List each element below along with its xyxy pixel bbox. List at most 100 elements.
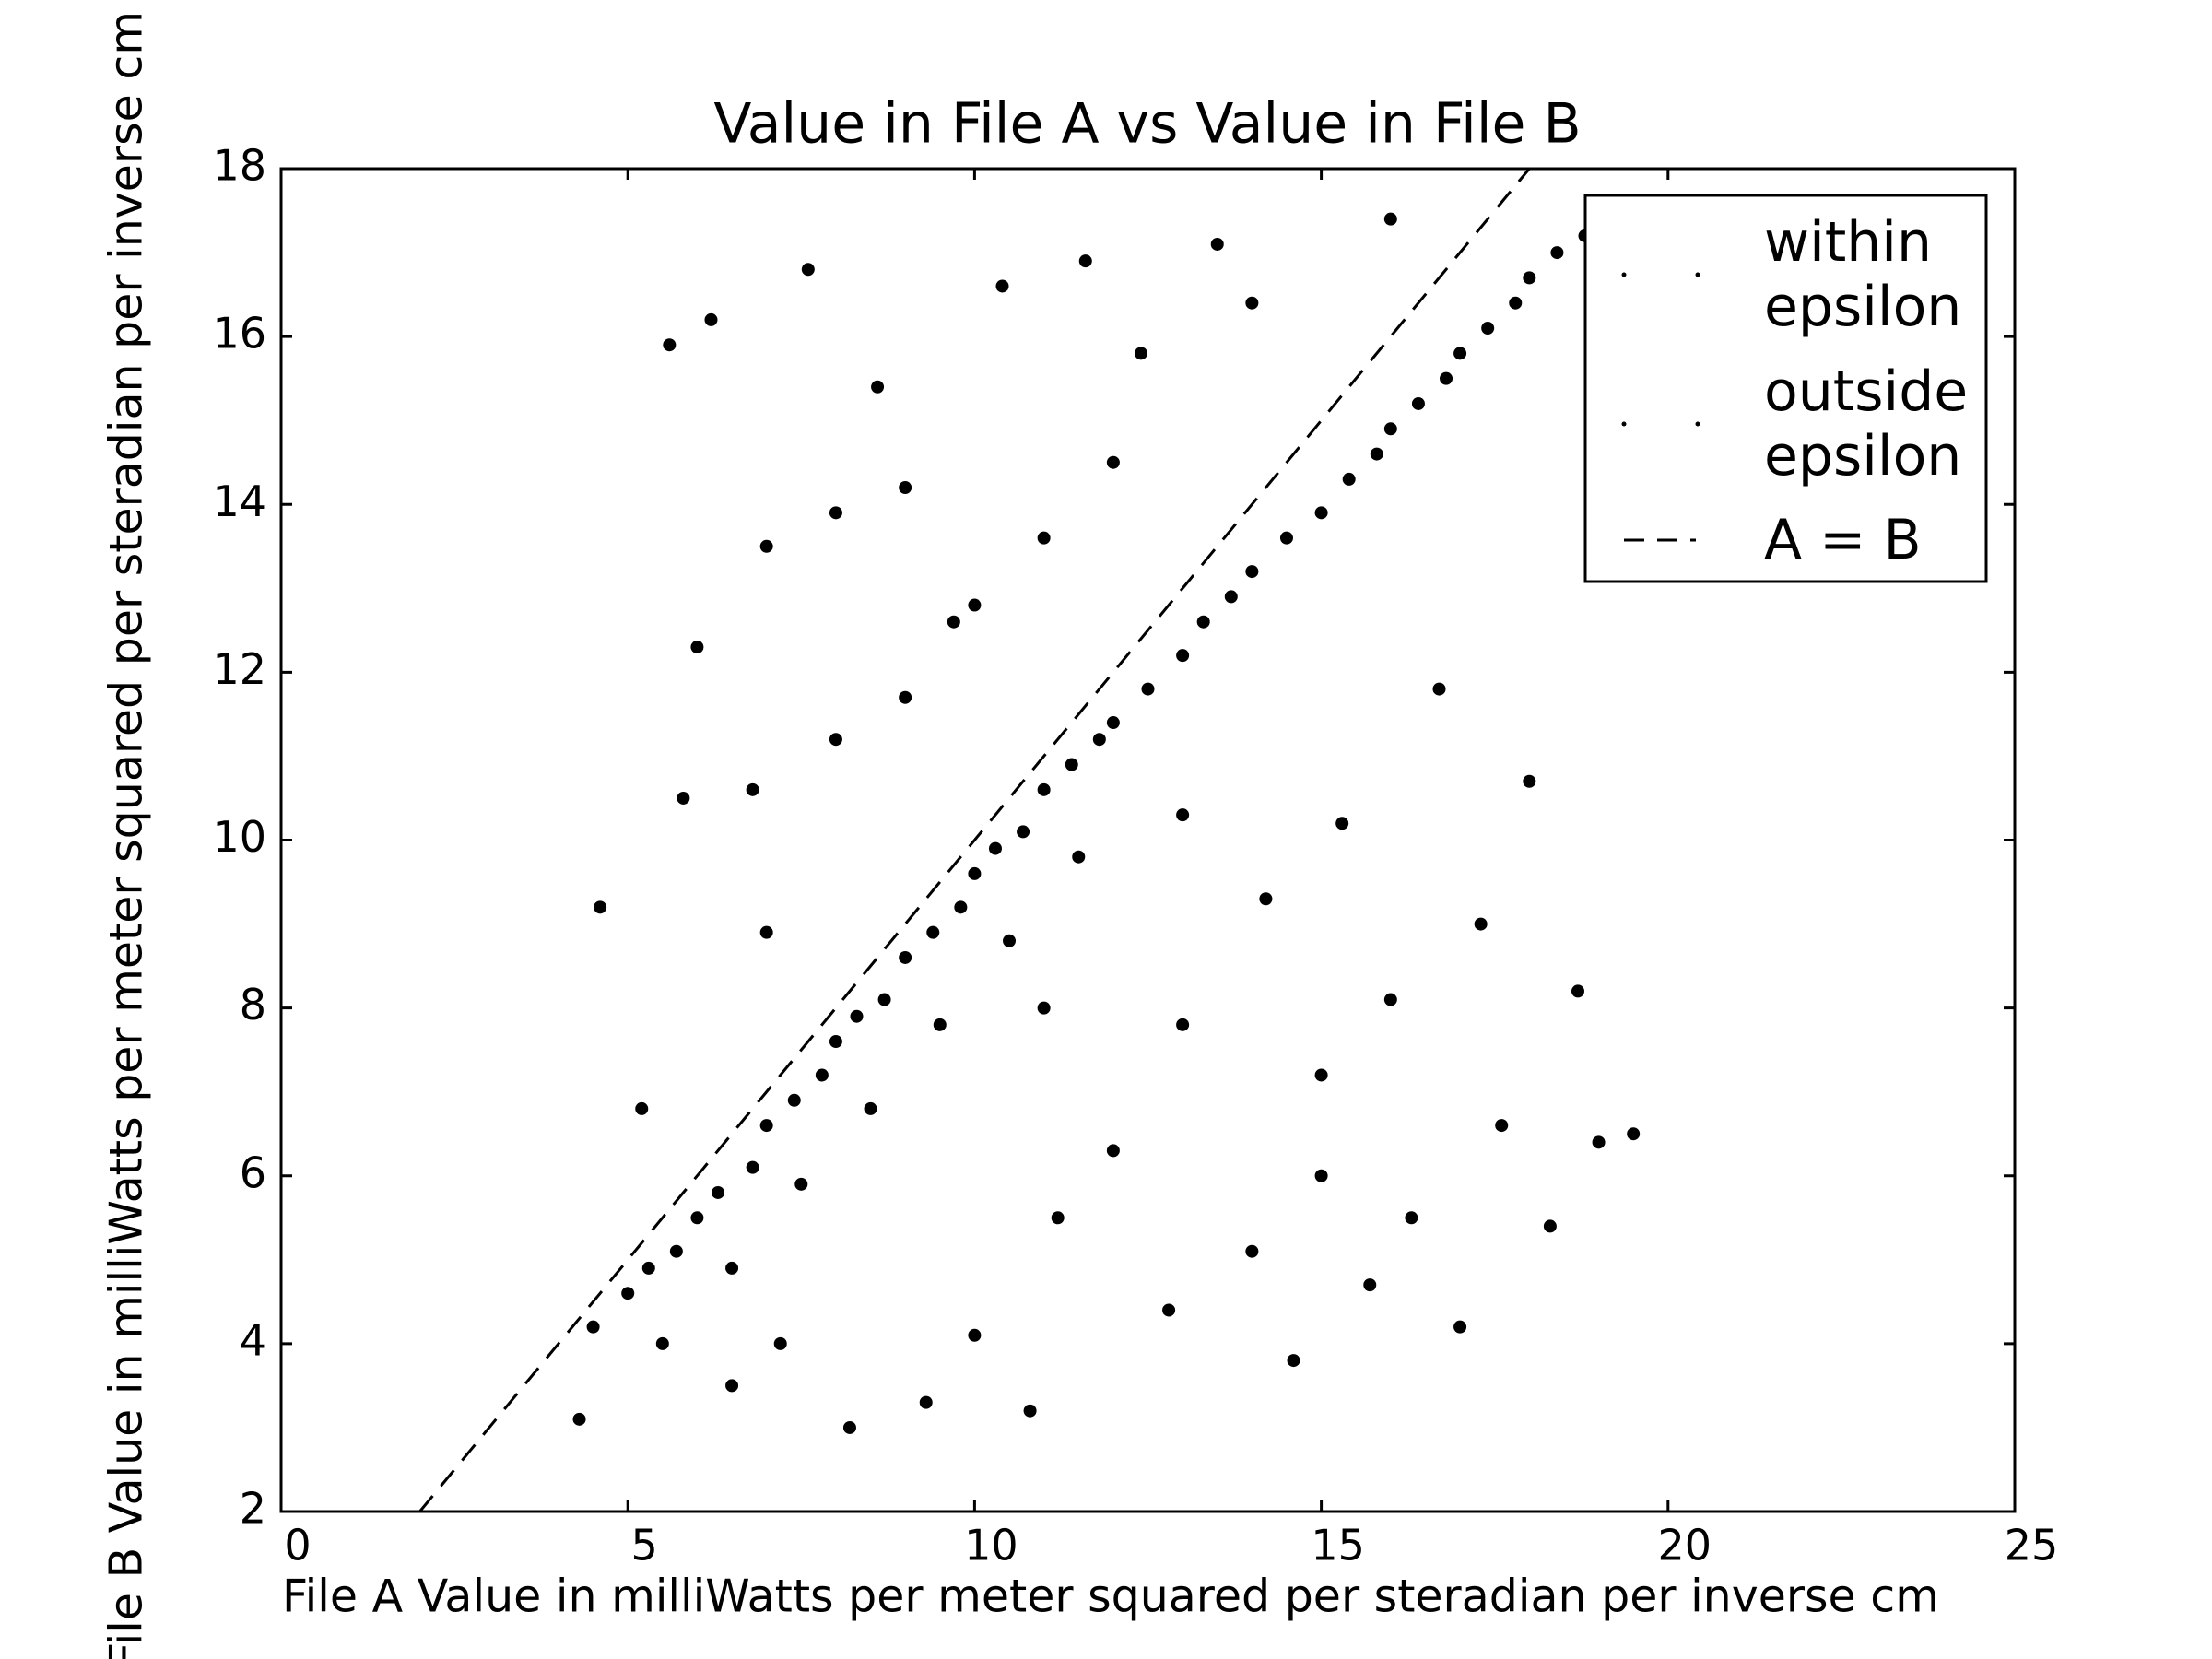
scatter-point xyxy=(899,481,912,495)
scatter-point xyxy=(1023,1404,1037,1418)
scatter-point xyxy=(1162,1303,1176,1317)
scatter-point xyxy=(572,1412,586,1426)
scatter-point xyxy=(1037,782,1051,796)
scatter-point xyxy=(690,1211,704,1225)
scatter-point xyxy=(1370,447,1383,461)
scatter-point xyxy=(712,1185,725,1199)
scatter-point xyxy=(1383,212,1397,226)
y-axis-label: File B Value in milliWatts per meter squ… xyxy=(100,11,153,1659)
scatter-point xyxy=(899,950,912,964)
scatter-point xyxy=(801,263,815,276)
scatter-point xyxy=(815,1068,829,1082)
chart-title: Value in File A vs Value in File B xyxy=(713,92,1581,157)
scatter-point xyxy=(641,1261,655,1275)
scatter-point xyxy=(1363,1278,1377,1292)
scatter-point xyxy=(1383,993,1397,1006)
scatter-point xyxy=(995,279,1009,293)
scatter-point xyxy=(725,1379,739,1393)
scatter-point xyxy=(704,312,718,326)
scatter-point xyxy=(1314,1169,1328,1182)
scatter-point xyxy=(1003,934,1017,947)
scatter-point xyxy=(1550,246,1564,260)
scatter-point xyxy=(1543,1219,1557,1233)
scatter-point xyxy=(1259,892,1273,906)
scatter-point xyxy=(829,506,842,520)
scatter-point xyxy=(1072,850,1086,864)
scatter-point xyxy=(954,900,968,914)
x-tick-label: 15 xyxy=(1311,1521,1365,1571)
scatter-point xyxy=(1196,615,1210,629)
legend-label: within epsilon xyxy=(1764,210,1962,339)
scatter-point xyxy=(1314,506,1328,520)
scatter-point xyxy=(669,1244,683,1258)
y-tick-label: 4 xyxy=(240,1315,266,1365)
scatter-point xyxy=(1279,531,1293,545)
y-tick-label: 14 xyxy=(212,477,266,526)
scatter-point xyxy=(1592,1135,1606,1149)
legend-marker xyxy=(1695,421,1700,427)
scatter-point xyxy=(677,791,690,805)
y-tick-label: 10 xyxy=(212,812,266,862)
scatter-point xyxy=(1176,649,1190,663)
legend-marker xyxy=(1621,421,1627,427)
reference-line xyxy=(418,169,1531,1512)
scatter-point xyxy=(1245,296,1259,310)
scatter-point xyxy=(1245,1244,1259,1258)
scatter-point xyxy=(746,1160,759,1174)
legend-label: outside epsilon xyxy=(1764,359,1969,488)
scatter-point xyxy=(1134,347,1147,360)
scatter-point xyxy=(1314,1068,1328,1082)
scatter-point xyxy=(1017,825,1030,839)
scatter-point xyxy=(1037,1001,1051,1015)
y-tick-label: 6 xyxy=(240,1147,266,1197)
x-tick-label: 25 xyxy=(2005,1521,2059,1571)
legend-marker xyxy=(1621,272,1627,277)
scatter-point xyxy=(746,782,759,796)
scatter-point xyxy=(1383,422,1397,436)
scatter-point xyxy=(1037,531,1051,545)
scatter-point xyxy=(1287,1354,1300,1368)
scatter-point xyxy=(1065,758,1078,771)
scatter-point xyxy=(947,615,960,629)
scatter-point xyxy=(1432,682,1446,696)
scatter-point xyxy=(621,1287,635,1300)
scatter-point xyxy=(1411,396,1425,410)
scatter-point xyxy=(787,1093,801,1107)
scatter-point xyxy=(1342,472,1356,486)
scatter-point xyxy=(586,1320,600,1334)
y-tick-label: 12 xyxy=(212,644,266,694)
scatter-point xyxy=(1051,1211,1065,1225)
scatter-point xyxy=(1474,917,1488,931)
scatter-point xyxy=(988,841,1002,855)
scatter-point xyxy=(1176,1018,1190,1031)
scatter-point xyxy=(1245,565,1259,579)
scatter-point xyxy=(759,925,773,939)
scatter-point xyxy=(635,1101,649,1115)
x-tick-label: 10 xyxy=(964,1521,1018,1571)
y-tick-label: 16 xyxy=(212,309,266,359)
scatter-point xyxy=(773,1336,787,1350)
scatter-point xyxy=(759,1119,773,1133)
scatter-point xyxy=(1571,984,1584,998)
x-tick-label: 20 xyxy=(1658,1521,1712,1571)
legend-box xyxy=(1583,194,1988,583)
scatter-point xyxy=(1106,455,1120,469)
scatter-point xyxy=(1335,817,1349,830)
scatter-point xyxy=(690,641,704,654)
scatter-point xyxy=(877,993,891,1006)
scatter-point xyxy=(1495,1119,1509,1133)
scatter-point xyxy=(1176,808,1190,822)
scatter-point xyxy=(1453,1320,1467,1334)
scatter-point xyxy=(1141,682,1155,696)
scatter-point xyxy=(864,1101,877,1115)
legend-marker xyxy=(1695,272,1700,277)
x-tick-label: 0 xyxy=(284,1521,311,1571)
scatter-point xyxy=(933,1018,947,1031)
scatter-point xyxy=(968,1328,982,1342)
legend xyxy=(1583,194,1988,583)
y-tick-label: 8 xyxy=(240,980,266,1030)
legend-label: A = B xyxy=(1764,508,1922,572)
plot-area xyxy=(418,169,1641,1512)
scatter-point xyxy=(842,1420,856,1434)
